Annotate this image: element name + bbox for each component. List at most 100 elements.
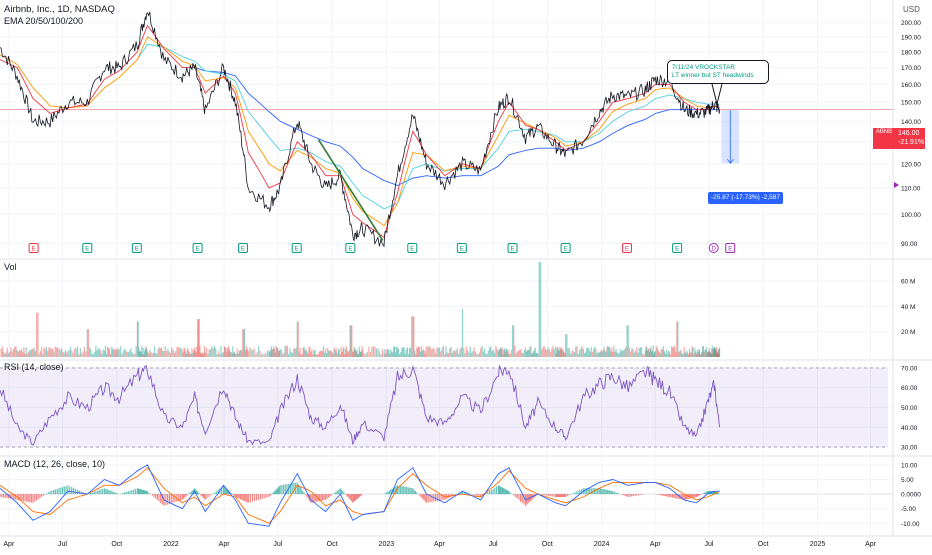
volume-bar xyxy=(69,350,70,357)
volume-bar xyxy=(9,352,10,357)
volume-bar xyxy=(43,348,44,357)
macd-hist-bar xyxy=(702,494,703,495)
macd-hist-bar xyxy=(262,494,263,499)
macd-hist-bar xyxy=(43,494,44,496)
price-y-tick-label: 90.00 xyxy=(901,241,918,248)
volume-bar xyxy=(583,349,584,357)
macd-hist-bar xyxy=(73,488,74,494)
volume-bar xyxy=(216,354,217,357)
volume-bar xyxy=(56,348,57,357)
note-callout[interactable]: 7/11/24 VROCKSTAR LT winner but ST headw… xyxy=(667,60,769,84)
volume-bar xyxy=(461,347,462,357)
volume-bar xyxy=(8,353,9,357)
volume-bar xyxy=(215,348,216,357)
volume-bar xyxy=(87,329,88,357)
volume-bar xyxy=(93,354,94,357)
macd-hist-bar xyxy=(420,494,421,497)
ema-legend-title[interactable]: EMA 20/50/100/200 xyxy=(4,16,83,26)
macd-hist-bar xyxy=(197,492,198,494)
volume-bar xyxy=(406,349,407,357)
macd-hist-bar xyxy=(405,487,406,494)
volume-bar xyxy=(136,346,137,357)
volume-bar xyxy=(2,346,3,357)
volume-bar xyxy=(634,353,635,357)
macd-hist-bar xyxy=(92,492,93,494)
volume-bar xyxy=(29,351,30,357)
volume-bar xyxy=(129,351,130,357)
macd-hist-bar xyxy=(26,494,27,502)
macd-hist-bar xyxy=(266,494,267,498)
macd-hist-bar xyxy=(342,491,343,494)
volume-bar xyxy=(570,354,571,357)
volume-bar xyxy=(629,348,630,357)
volume-bar xyxy=(85,351,86,357)
volume-bar xyxy=(370,352,371,357)
macd-hist-bar xyxy=(506,490,507,494)
volume-bar xyxy=(371,347,372,357)
macd-hist-bar xyxy=(491,490,492,494)
macd-hist-bar xyxy=(39,494,40,498)
macd-hist-bar xyxy=(634,494,635,496)
dividend-icon-label: D xyxy=(712,246,717,252)
volume-bar xyxy=(408,354,409,357)
volume-bar xyxy=(681,353,682,357)
symbol-title[interactable]: Airbnb, Inc., 1D, NASDAQ xyxy=(4,4,115,15)
macd-hist-bar xyxy=(107,489,108,494)
macd-hist-bar xyxy=(79,491,80,495)
macd-hist-bar xyxy=(41,494,42,497)
volume-bar xyxy=(99,348,100,357)
volume-bar xyxy=(282,354,283,357)
volume-bar xyxy=(114,349,115,357)
volume-bar xyxy=(30,350,31,357)
macd-hist-bar xyxy=(610,491,611,495)
macd-hist-bar xyxy=(21,494,22,501)
volume-bar xyxy=(539,262,540,357)
volume-bar xyxy=(596,353,597,357)
volume-bar xyxy=(376,349,377,357)
macd-pane-title[interactable]: MACD (12, 26, close, 10) xyxy=(4,459,105,469)
volume-bar xyxy=(513,325,514,357)
macd-y-tick-label: 0.0000 xyxy=(901,492,921,499)
volume-bar xyxy=(546,350,547,357)
rsi-pane-title[interactable]: RSI (14, close) xyxy=(4,362,64,372)
x-tick-label: Jul xyxy=(58,541,67,548)
macd-hist-bar xyxy=(698,494,699,496)
macd-hist-bar xyxy=(416,493,417,494)
macd-hist-bar xyxy=(700,494,701,495)
macd-y-tick-label: -10.00 xyxy=(901,521,920,528)
volume-bar xyxy=(116,348,117,357)
volume-y-tick-label: 60 M xyxy=(901,279,915,286)
measure-label[interactable]: -25.87 (-17.73%) -2,587 xyxy=(708,192,783,204)
volume-bar xyxy=(367,352,368,357)
macd-hist-bar xyxy=(23,494,24,501)
macd-hist-bar xyxy=(94,492,95,494)
volume-bar xyxy=(551,348,552,357)
volume-bar xyxy=(40,351,41,357)
macd-hist-bar xyxy=(268,494,269,497)
macd-hist-bar xyxy=(389,491,390,495)
macd-hist-bar xyxy=(595,488,596,494)
volume-bar xyxy=(53,352,54,357)
macd-hist-bar xyxy=(50,491,51,494)
volume-y-tick-label: 20 M xyxy=(901,329,915,336)
macd-hist-bar xyxy=(113,492,114,494)
macd-hist-bar xyxy=(338,489,339,494)
volume-bar xyxy=(328,350,329,357)
macd-hist-bar xyxy=(341,490,342,494)
volume-bar xyxy=(134,354,135,357)
macd-hist-bar xyxy=(244,494,245,501)
macd-hist-bar xyxy=(158,494,159,501)
rsi-y-tick-label: 70.00 xyxy=(901,365,918,372)
volume-bar xyxy=(400,352,401,357)
macd-hist-bar xyxy=(275,490,276,494)
volume-bar xyxy=(636,347,637,357)
volume-bar xyxy=(218,351,219,357)
macd-hist-bar xyxy=(551,494,552,496)
volume-bar xyxy=(57,347,58,357)
macd-hist-bar xyxy=(201,494,202,496)
macd-hist-bar xyxy=(111,491,112,494)
volume-pane-title[interactable]: Vol xyxy=(4,262,17,272)
volume-bar xyxy=(515,354,516,357)
volume-bar xyxy=(280,349,281,357)
